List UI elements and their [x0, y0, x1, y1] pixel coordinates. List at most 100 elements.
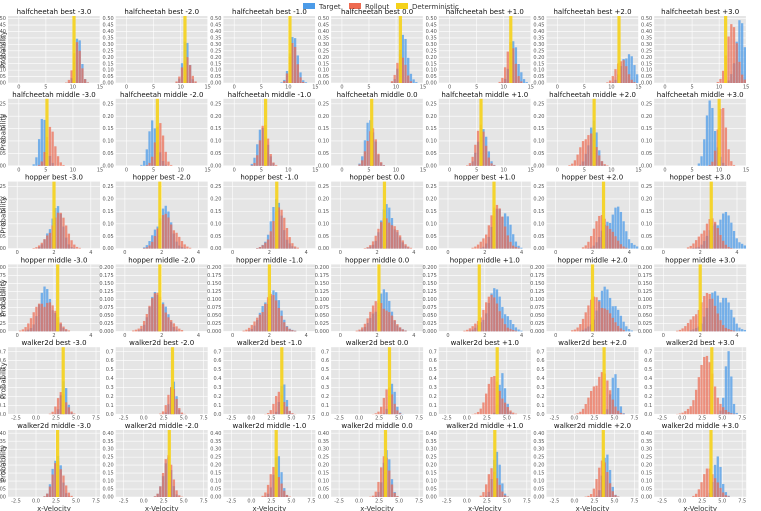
- y-axis-label: Probability: [0, 362, 8, 399]
- rollout-bar: [151, 298, 154, 332]
- rollout-bar: [579, 411, 582, 415]
- rollout-bar: [156, 493, 159, 497]
- rollout-bar: [584, 139, 587, 166]
- target-bar: [727, 302, 730, 332]
- rollout-bar: [495, 303, 499, 332]
- x-tick-label: 7.5: [631, 416, 639, 422]
- deterministic-line: [170, 347, 175, 415]
- rollout-bar: [476, 244, 480, 249]
- y-tick-label: 0.3: [106, 385, 114, 391]
- rollout-bar: [156, 292, 159, 332]
- y-tick-label: 0.15: [426, 471, 437, 477]
- y-tick-label: 0.050: [315, 313, 329, 319]
- rollout-bar: [614, 406, 617, 415]
- rollout-bar: [159, 123, 162, 166]
- y-tick-label: 0.05: [641, 234, 652, 240]
- y-tick-label: 0.175: [315, 273, 329, 279]
- rollout-bar: [382, 456, 386, 497]
- x-tick-label: 0: [125, 167, 128, 173]
- y-tick-label: 0.10: [103, 68, 114, 74]
- rollout-bar: [153, 293, 157, 332]
- rollout-bar: [78, 50, 81, 83]
- y-tick-label: 0.1: [321, 403, 329, 409]
- x-tick-label: 5: [583, 167, 586, 173]
- rollout-bar: [358, 164, 361, 166]
- plot-area: [438, 430, 531, 497]
- deterministic-line: [398, 16, 402, 83]
- x-tick-label: 7.5: [523, 416, 531, 422]
- plot-area: [8, 98, 100, 166]
- panel-title: walker2d best -2.0: [129, 339, 194, 347]
- rollout-bar: [132, 330, 135, 332]
- panel-title: walker2d middle -1.0: [232, 422, 306, 430]
- rollout-bar: [584, 404, 587, 415]
- y-tick-label: 0.20: [103, 55, 114, 61]
- y-tick-label: 0.35: [426, 439, 437, 445]
- panel-title: walker2d best 0.0: [346, 339, 409, 347]
- rollout-bar: [606, 309, 609, 332]
- rollout-bar: [242, 330, 245, 332]
- x-tick-label: 4: [628, 250, 631, 256]
- deterministic-line: [710, 347, 714, 415]
- x-tick-label: 0: [662, 333, 665, 339]
- rollout-bar: [374, 301, 377, 332]
- deterministic-line: [56, 264, 60, 332]
- rollout-bar: [705, 292, 709, 332]
- y-tick-label: 0.125: [530, 289, 544, 295]
- deterministic-line: [602, 347, 606, 415]
- target-bar: [40, 118, 43, 166]
- y-tick-label: 0.00: [426, 246, 437, 252]
- target-bar: [415, 82, 418, 83]
- rollout-bar: [385, 310, 388, 332]
- x-tick-label: 4: [305, 250, 308, 256]
- rollout-bar: [358, 329, 361, 332]
- rollout-bar: [380, 222, 383, 249]
- x-tick-label: 5: [475, 167, 478, 173]
- target-bar: [719, 219, 722, 249]
- y-tick-label: 0.025: [0, 321, 6, 327]
- rollout-bar: [67, 407, 71, 415]
- plot-area: [115, 16, 208, 83]
- rollout-bar: [740, 74, 744, 83]
- y-tick-label: 0.000: [638, 329, 652, 335]
- x-tick-label: 0.0: [247, 416, 255, 422]
- rollout-bar: [275, 164, 278, 166]
- rollout-bar: [396, 230, 399, 249]
- plot-area: [546, 430, 639, 497]
- y-tick-label: 0.45: [210, 23, 221, 29]
- y-tick-label: 0.125: [315, 289, 329, 295]
- panel-title: walker2d middle +2.0: [554, 422, 631, 430]
- y-tick-label: 0.10: [0, 221, 6, 227]
- rollout-bar: [722, 407, 725, 415]
- deterministic-line: [72, 16, 76, 83]
- rollout-bar: [598, 215, 601, 249]
- rollout-bar: [43, 151, 46, 166]
- y-tick-label: 0.25: [210, 48, 221, 54]
- rollout-bar: [396, 62, 399, 83]
- rollout-bar: [291, 43, 294, 83]
- rollout-bar: [43, 239, 46, 249]
- rollout-bar: [161, 215, 165, 249]
- y-tick-label: 0.10: [103, 221, 114, 227]
- y-tick-label: 0.3: [213, 385, 221, 391]
- rollout-bar: [576, 327, 579, 332]
- y-tick-label: 0.35: [210, 36, 221, 42]
- rollout-bar: [512, 412, 515, 415]
- x-tick-label: 5: [367, 167, 370, 173]
- x-tick-label: 5: [475, 85, 478, 91]
- rollout-bar: [727, 149, 730, 166]
- x-tick-label: 4: [197, 250, 200, 256]
- y-tick-label: 0.5: [321, 367, 329, 373]
- rollout-bar: [62, 164, 65, 166]
- plot-area: [654, 430, 747, 497]
- rollout-bar: [277, 477, 281, 497]
- y-tick-label: 0.10: [318, 139, 329, 145]
- y-tick-label: 0.35: [641, 439, 652, 445]
- rollout-bar: [75, 246, 79, 249]
- panel-hopper-middle--1.0: hopper middle -1.0 0.000 0.025 0.050 0.075 0.…: [207, 256, 316, 339]
- x-tick-label: 2: [483, 333, 486, 339]
- rollout-bar: [293, 246, 297, 249]
- panel-title: halfcheetah best +2.0: [553, 8, 631, 16]
- rollout-bar: [167, 217, 170, 249]
- target-bar: [617, 309, 620, 332]
